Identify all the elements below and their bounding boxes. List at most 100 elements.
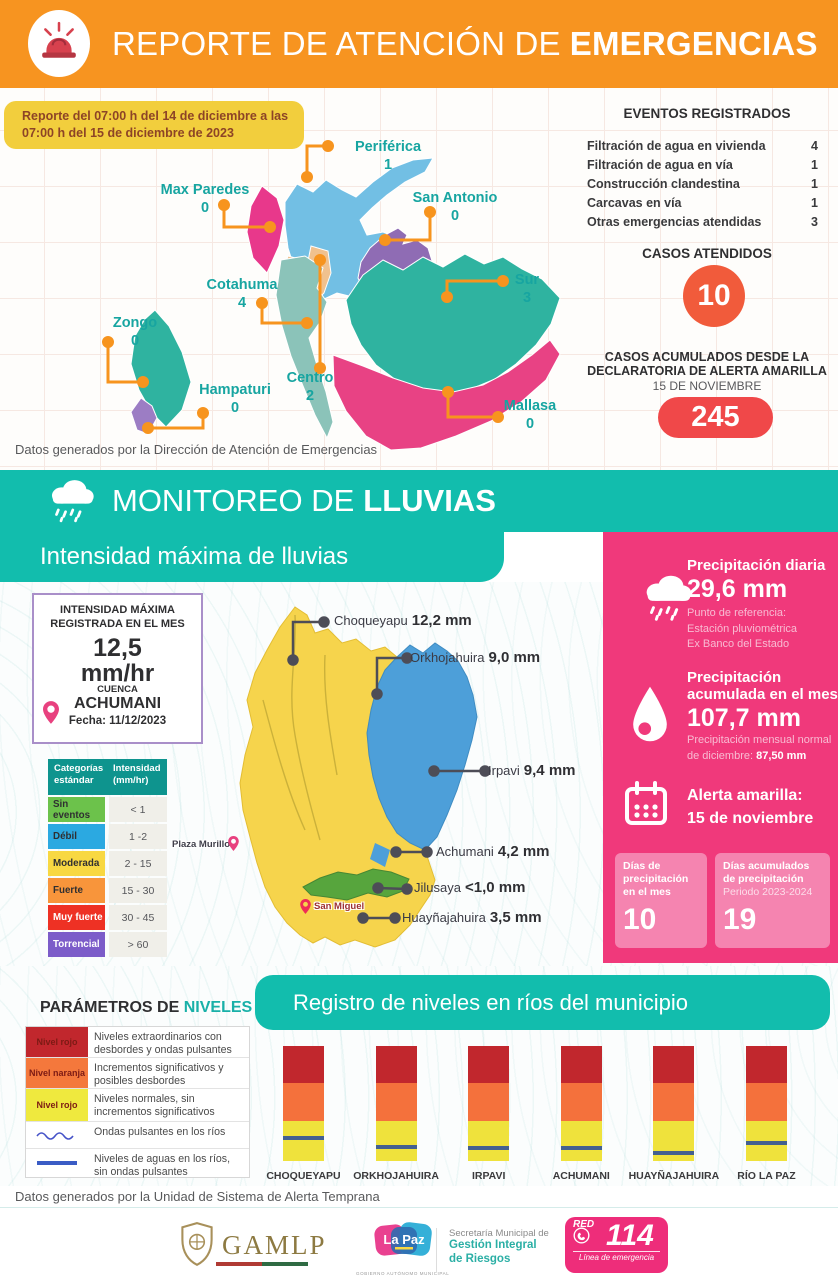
event-value: 3 — [811, 215, 818, 229]
accumulated-title-line1: CASOS ACUMULADOS DESDE LA — [604, 350, 810, 364]
district-label-zongo: Zongo 0 — [112, 315, 158, 349]
event-label: Carcavas en vía — [587, 196, 682, 210]
wavy-line-icon — [26, 1122, 88, 1148]
red-114-logo: RED 114 Línea de emergencia — [565, 1217, 668, 1273]
solid-line-icon — [26, 1149, 88, 1177]
legend-row: Nivel rojo Niveles normales, sin increme… — [26, 1088, 249, 1121]
siren-icon — [38, 20, 80, 67]
river-reading-irpavi: Irpavi 9,4 mm — [488, 762, 576, 779]
categories-header-col2: Intensidad (mm/hr) — [113, 763, 161, 786]
accumulated-title-line2: DECLARATORIA DE ALERTA AMARILLA — [587, 364, 827, 378]
category-row: Torrencial > 60 — [48, 932, 167, 957]
river-bar-label: HUAYÑAJAHUIRA — [628, 1170, 720, 1182]
event-label: Otras emergencias atendidas — [587, 215, 762, 229]
days-accumulated-period: Periodo 2023-2024 — [723, 886, 813, 898]
lapaz-logo: La Paz GOBIERNO AUTÓNOMO MUNICIPAL — [356, 1219, 449, 1276]
water-level-line — [375, 1144, 417, 1149]
report-period-line1: Reporte del 07:00 h del 14 de diciembre … — [22, 109, 289, 123]
event-value: 1 — [811, 196, 818, 210]
alert-title: Alerta amarilla: — [687, 787, 803, 804]
footer-divider — [0, 1207, 838, 1208]
watershed-map — [239, 606, 491, 948]
precipitation-panel: Precipitación diaria 29,6 mm Punto de re… — [603, 532, 838, 963]
intensity-categories-table: Categorías estándar Intensidad (mm/hr) S… — [48, 759, 167, 957]
basin-label: CUENCA — [97, 684, 138, 695]
phone-icon — [573, 1227, 590, 1249]
event-label: Filtración de agua en vivienda — [587, 139, 766, 153]
river-reading-orkhojahuira: Orkhojahuira 9,0 mm — [410, 649, 541, 666]
monthly-precip-title: Precipitación acumulada en el mes — [687, 669, 838, 703]
plaza-murillo-label: Plaza Murillo — [172, 839, 231, 850]
district-label-cotahuma: Cotahuma 4 — [206, 277, 278, 311]
district-label-max-paredes: Max Paredes 0 — [160, 182, 250, 216]
days-month-label: Días de precipitación en el mes — [623, 860, 689, 898]
gamlp-text: GAMLP — [222, 1229, 327, 1260]
river-connectors — [287, 616, 491, 924]
normal-precip-note: Precipitación mensual normal de diciembr… — [687, 734, 832, 762]
categories-header-col1: Categorías estándar — [54, 763, 104, 786]
event-row: Carcavas en vía 1 — [587, 196, 818, 210]
legend-row: Nivel rojo Niveles extraordinarios con d… — [26, 1027, 249, 1057]
basin-irpavi — [366, 642, 478, 851]
river-bar-label: RÍO LA PAZ — [737, 1170, 796, 1182]
lapaz-logo-caption: GOBIERNO AUTÓNOMO MUNICIPAL — [356, 1271, 450, 1276]
river-bar-choqueyapu: CHOQUEYAPU — [266, 1046, 341, 1186]
gamlp-stripe — [216, 1261, 308, 1266]
category-row: Débil 1 -2 — [48, 824, 167, 849]
events-title: EVENTOS REGISTRADOS — [623, 106, 791, 121]
category-row: Fuerte 15 - 30 — [48, 878, 167, 903]
event-row: Construcción clandestina 1 — [587, 177, 818, 191]
san-miguel-label: San Miguel — [314, 901, 365, 912]
water-level-line — [745, 1141, 787, 1146]
intensity-date: Fecha: 11/12/2023 — [68, 715, 167, 727]
district-label-hampaturi: Hampaturi 0 — [199, 382, 271, 416]
secretaria-text: Secretaría Municipal de Gestión Integral… — [436, 1228, 549, 1272]
legend-swatch-orange: Nivel naranja — [26, 1058, 88, 1088]
district-label-san-antonio: San Antonio 0 — [412, 190, 498, 224]
category-row: Muy fuerte 30 - 45 — [48, 905, 167, 930]
section1-caption: Datos generados por la Dirección de Aten… — [15, 442, 378, 457]
river-levels-bar-chart: CHOQUEYAPU ORKHOJAHUIRA IRPAVI ACHUMANI HUAY… — [266, 1046, 796, 1186]
water-level-line — [653, 1150, 695, 1155]
district-connectors — [102, 140, 509, 434]
district-map — [102, 140, 561, 451]
event-value: 1 — [811, 158, 818, 172]
report-period-box: Reporte del 07:00 h del 14 de diciembre … — [4, 101, 304, 149]
rain-band-title: MONITOREO DE LLUVIAS — [112, 470, 496, 532]
red-label: RED — [573, 1219, 595, 1230]
river-bar-orkhojahuira: ORKHOJAHUIRA — [353, 1046, 439, 1186]
calendar-icon — [623, 780, 669, 833]
red-number: 114 — [606, 1219, 654, 1252]
accumulated-date: 15 DE NOVIEMBRE — [652, 379, 762, 393]
event-value: 1 — [811, 177, 818, 191]
days-accumulated-label: Días acumulados de precipitación — [723, 860, 810, 885]
page-title-bold: EMERGENCIAS — [569, 25, 818, 62]
intensity-unit: mm/hr — [80, 660, 155, 687]
cases-attended-value: 10 — [697, 279, 731, 312]
river-lines — [262, 614, 338, 841]
header-bar: REPORTE DE ATENCIÓN DE EMERGENCIAS — [0, 0, 838, 88]
cases-attended-badge: 10 — [683, 265, 745, 327]
legend-row: Niveles de aguas en los ríos, sin ondas … — [26, 1148, 249, 1178]
daily-precip-value: 29,6 mm — [687, 575, 788, 603]
district-label-mallasa: Mallasa 0 — [503, 398, 557, 432]
siren-badge — [28, 10, 90, 77]
days-month-value: 10 — [623, 903, 657, 936]
basin-name: ACHUMANI — [73, 695, 162, 712]
days-accumulated-value: 19 — [723, 903, 757, 936]
levels-params-title: PARÁMETROS DE NIVELES — [40, 999, 253, 1016]
alert-date: 15 de noviembre — [687, 810, 814, 827]
event-label: Filtración de agua en vía — [587, 158, 733, 172]
legend-swatch-yellow: Nivel rojo — [26, 1089, 88, 1121]
gamlp-logo: GAMLP — [178, 1221, 327, 1274]
page-title-regular: REPORTE DE ATENCIÓN DE — [112, 25, 561, 62]
river-reading-jilusaya: Jilusaya <1,0 mm — [414, 879, 526, 896]
accumulated-value: 245 — [691, 401, 740, 433]
category-row: Sin eventos < 1 — [48, 797, 167, 822]
categories-header: Categorías estándar Intensidad (mm/hr) — [48, 759, 167, 795]
lapaz-logo-icon: La Paz — [374, 1222, 432, 1256]
event-row: Filtración de agua en vivienda 4 — [587, 139, 818, 153]
legend-row: Ondas pulsantes en los ríos — [26, 1121, 249, 1148]
cases-attended-title: CASOS ATENDIDOS — [642, 246, 772, 261]
intensity-value: 12,5 — [93, 634, 142, 662]
